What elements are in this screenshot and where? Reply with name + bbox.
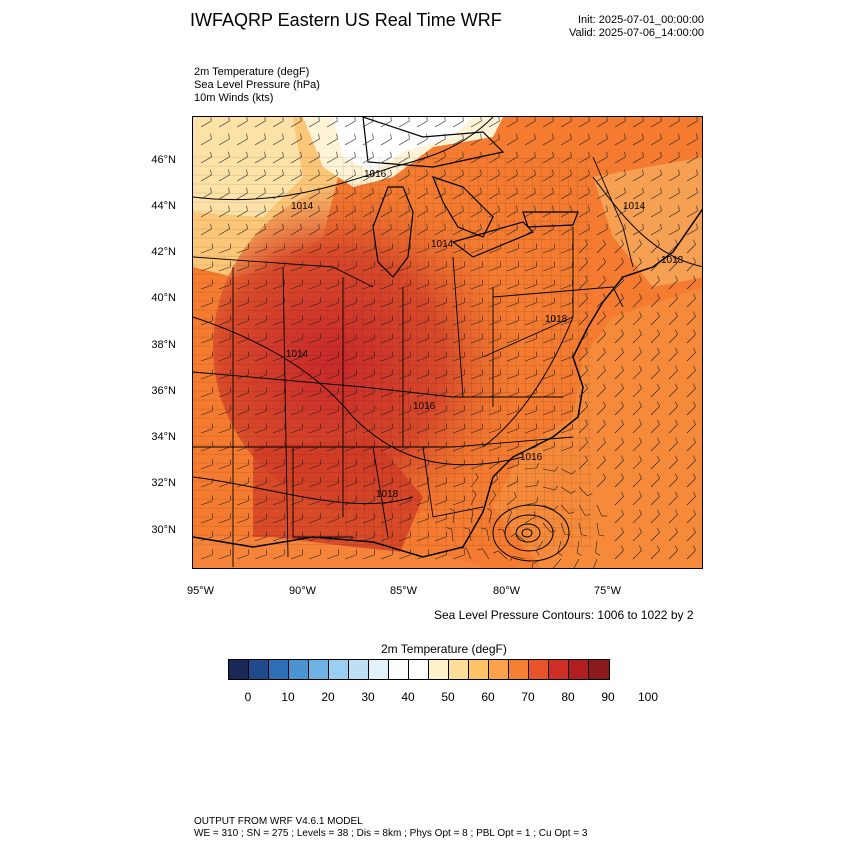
northeast-zone [593, 157, 702, 287]
lon-label: 90°W [289, 585, 317, 597]
contour-label: 1018 [661, 255, 684, 266]
colorbar-swatch [369, 660, 389, 679]
map-plot: 1016 1014 1014 1014 1018 1018 1014 1016 … [193, 117, 702, 568]
colorbar-tick-label: 50 [441, 690, 455, 704]
colorbar-swatch [509, 660, 529, 679]
colorbar-swatch [589, 660, 609, 679]
colorbar-swatch [409, 660, 429, 679]
contour-note: Sea Level Pressure Contours: 1006 to 102… [434, 608, 694, 622]
lat-label: 40°N [151, 292, 176, 304]
colorbar-swatch [309, 660, 329, 679]
colorbar-swatch [429, 660, 449, 679]
footer-model: OUTPUT FROM WRF V4.6.1 MODEL [194, 816, 363, 827]
colorbar-swatch [249, 660, 269, 679]
lon-label: 80°W [493, 585, 521, 597]
lat-label: 32°N [151, 477, 176, 489]
ocean-area [493, 287, 702, 568]
lat-label: 30°N [151, 524, 176, 536]
contour-label: 1016 [413, 401, 436, 412]
colorbar-tick-label: 60 [481, 690, 495, 704]
colorbar-swatch [489, 660, 509, 679]
contour-label: 1014 [431, 239, 454, 250]
colorbar-swatch [469, 660, 489, 679]
colorbar-tick-label: 0 [244, 690, 252, 704]
lat-label: 34°N [151, 431, 176, 443]
colorbar [228, 659, 610, 680]
colorbar-tick-label: 90 [601, 690, 615, 704]
contour-labels: 1016 1014 1014 1014 1018 1018 1014 1016 … [286, 169, 684, 500]
low-contour-2 [504, 514, 554, 552]
valid-time: Valid: 2025-07-06_14:00:00 [569, 27, 704, 39]
contour-label: 1014 [623, 201, 646, 212]
county-mesh [193, 156, 594, 548]
wind-barbs [200, 117, 698, 568]
plot-title: IWFAQRP Eastern US Real Time WRF [190, 10, 502, 30]
colorbar-tick-label: 20 [321, 690, 335, 704]
lat-label: 38°N [151, 339, 176, 351]
map-panel: 1016 1014 1014 1014 1018 1018 1014 1016 … [192, 116, 703, 569]
field-pressure: Sea Level Pressure (hPa) [194, 79, 320, 91]
colorbar-tick-label: 100 [637, 690, 659, 704]
contour-label: 1018 [376, 489, 399, 500]
lon-label: 95°W [187, 585, 215, 597]
state-boundaries [193, 156, 634, 567]
colorbar-tick-label: 40 [401, 690, 415, 704]
colorbar-tick-label: 30 [361, 690, 375, 704]
colorbar-swatch [389, 660, 409, 679]
contour-label: 1014 [291, 201, 314, 212]
field-temperature: 2m Temperature (degF) [194, 66, 310, 78]
colorbar-tick-label: 10 [281, 690, 295, 704]
low-contour-3 [515, 523, 541, 543]
lat-label: 46°N [151, 154, 176, 166]
colorbar-swatch [529, 660, 549, 679]
contour-label: 1014 [286, 349, 309, 360]
colorbar-swatch [329, 660, 349, 679]
lon-label: 75°W [594, 585, 622, 597]
contour-label: 1016 [364, 169, 387, 180]
contour-label: 1016 [520, 452, 543, 463]
colorbar-tick-label: 70 [521, 690, 535, 704]
colorbar-swatch [349, 660, 369, 679]
lon-label: 85°W [390, 585, 418, 597]
lat-label: 42°N [151, 246, 176, 258]
colorbar-tick-label: 80 [561, 690, 575, 704]
lat-label: 36°N [151, 385, 176, 397]
hot-core [213, 177, 553, 517]
colorbar-title: 2m Temperature (degF) [381, 642, 507, 656]
footer-config: WE = 310 ; SN = 275 ; Levels = 38 ; Dis … [194, 828, 588, 839]
pressure-contours [193, 117, 702, 562]
field-winds: 10m Winds (kts) [194, 92, 274, 104]
cooler-zone-northwest [193, 117, 303, 217]
lat-label: 44°N [151, 200, 176, 212]
colorbar-swatch [229, 660, 249, 679]
low-contour-1 [492, 504, 570, 562]
colorbar-swatch [449, 660, 469, 679]
contour-label: 1018 [545, 314, 568, 325]
init-time: Init: 2025-07-01_00:00:00 [578, 14, 704, 26]
low-contour-4 [521, 528, 533, 538]
great-lakes [362, 117, 579, 278]
colorbar-swatch [289, 660, 309, 679]
coastline [193, 208, 702, 558]
colorbar-swatch [269, 660, 289, 679]
colorbar-swatch [549, 660, 569, 679]
colorbar-swatch [569, 660, 589, 679]
